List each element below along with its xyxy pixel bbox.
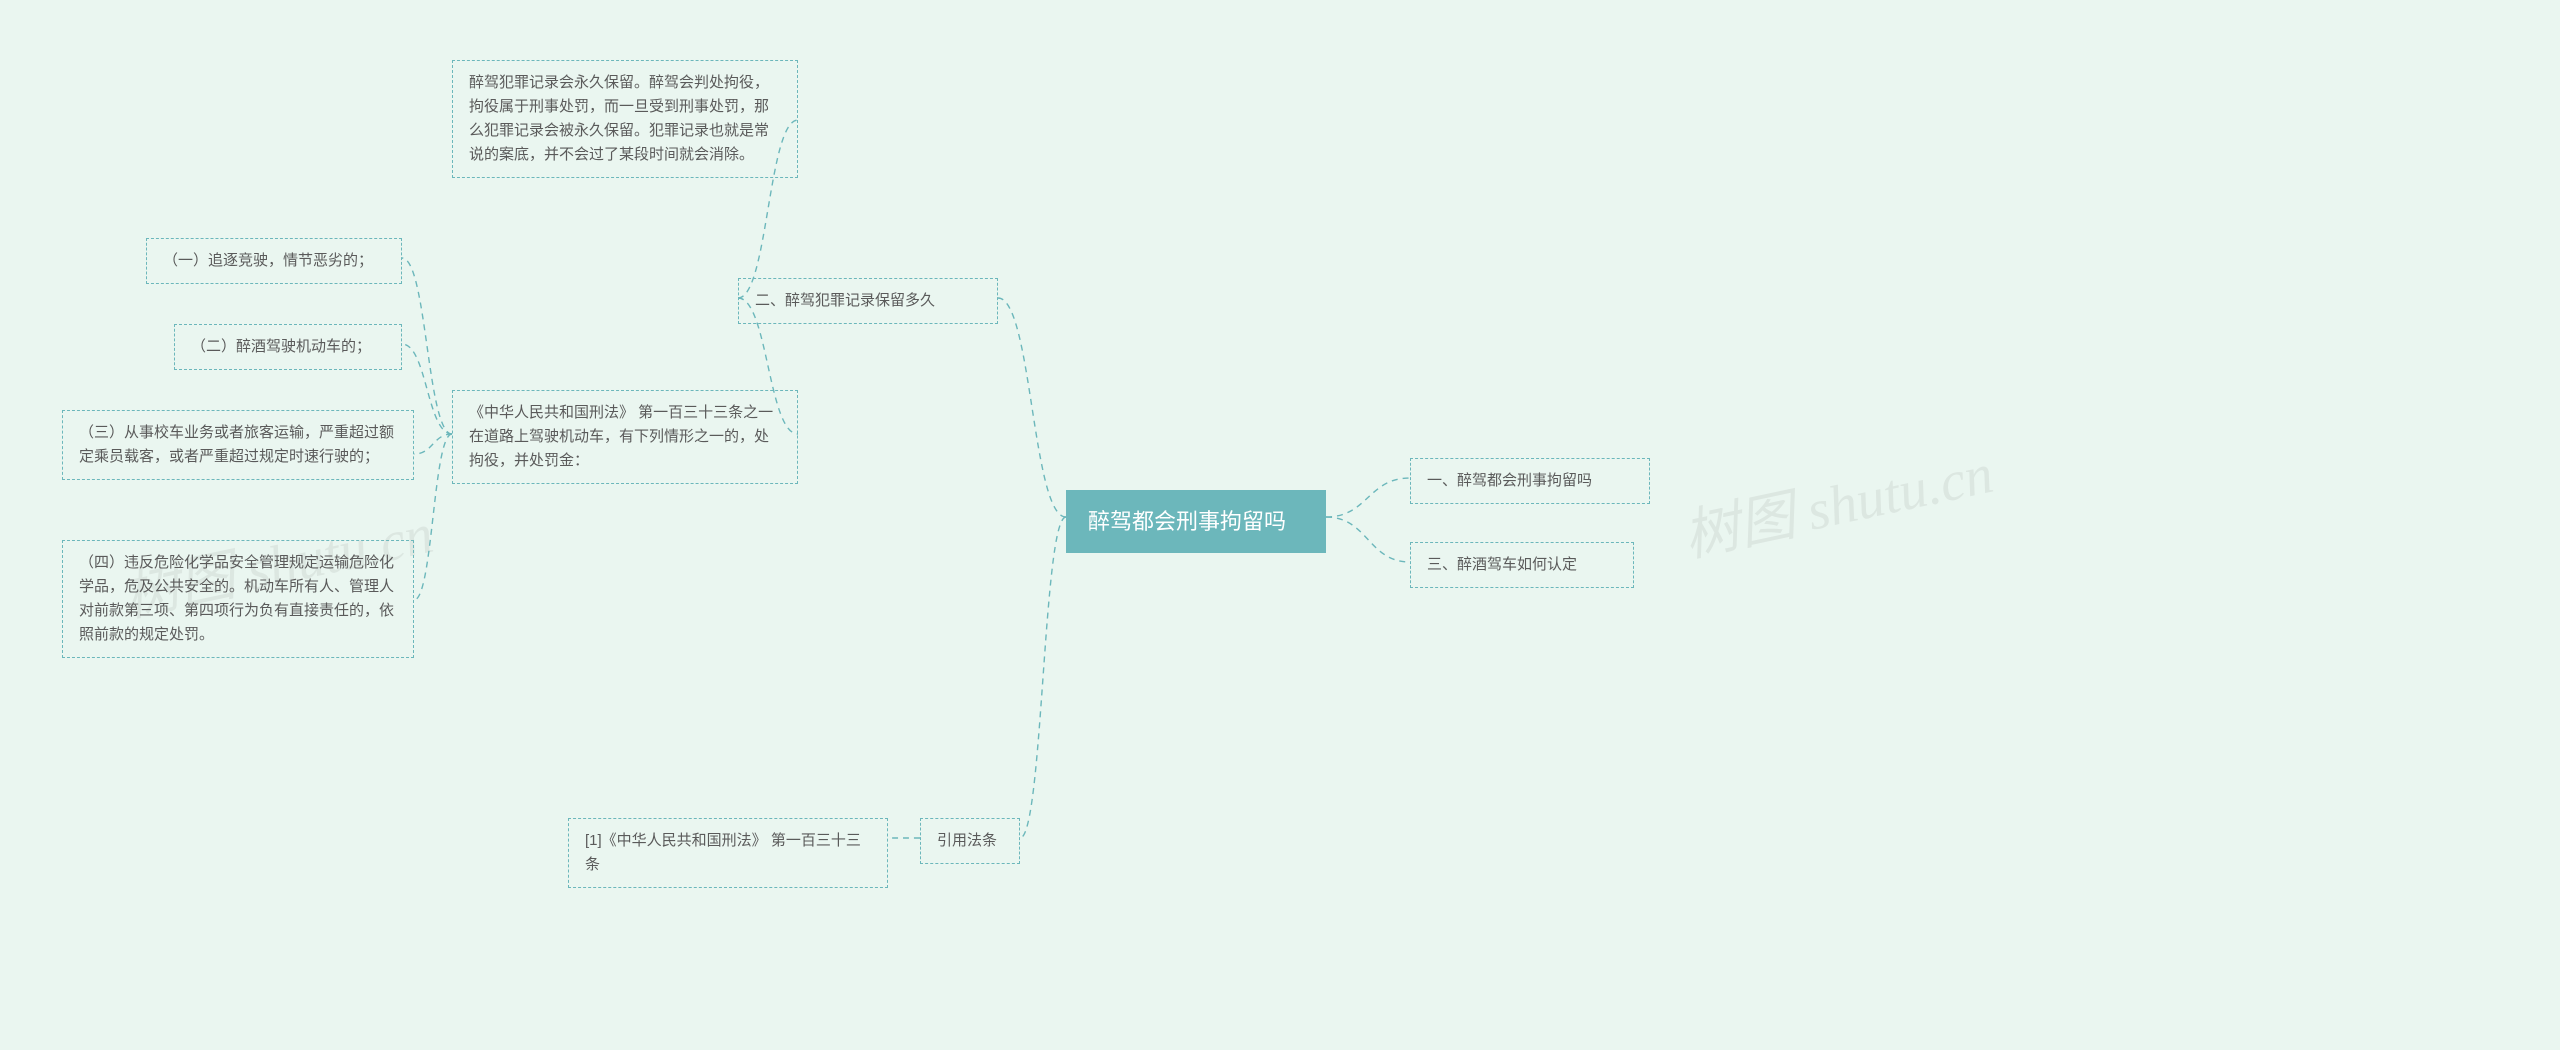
leaf-item-1: （一）追逐竞驶，情节恶劣的； — [146, 238, 402, 284]
leaf-citation-1: [1]《中华人民共和国刑法》 第一百三十三条 — [568, 818, 888, 888]
branch-three[interactable]: 三、醉酒驾车如何认定 — [1410, 542, 1634, 588]
branch-cite[interactable]: 引用法条 — [920, 818, 1020, 864]
root-node[interactable]: 醉驾都会刑事拘留吗 — [1066, 490, 1326, 553]
watermark: 树图 shutu.cn — [1675, 428, 1999, 573]
leaf-item-4: （四）违反危险化学品安全管理规定运输危险化学品，危及公共安全的。机动车所有人、管… — [62, 540, 414, 658]
leaf-law-133: 《中华人民共和国刑法》 第一百三十三条之一 在道路上驾驶机动车，有下列情形之一的… — [452, 390, 798, 484]
branch-two[interactable]: 二、醉驾犯罪记录保留多久 — [738, 278, 998, 324]
leaf-record-retention: 醉驾犯罪记录会永久保留。醉驾会判处拘役，拘役属于刑事处罚，而一旦受到刑事处罚，那… — [452, 60, 798, 178]
leaf-item-2: （二）醉酒驾驶机动车的； — [174, 324, 402, 370]
leaf-item-3: （三）从事校车业务或者旅客运输，严重超过额定乘员载客，或者严重超过规定时速行驶的… — [62, 410, 414, 480]
branch-one[interactable]: 一、醉驾都会刑事拘留吗 — [1410, 458, 1650, 504]
